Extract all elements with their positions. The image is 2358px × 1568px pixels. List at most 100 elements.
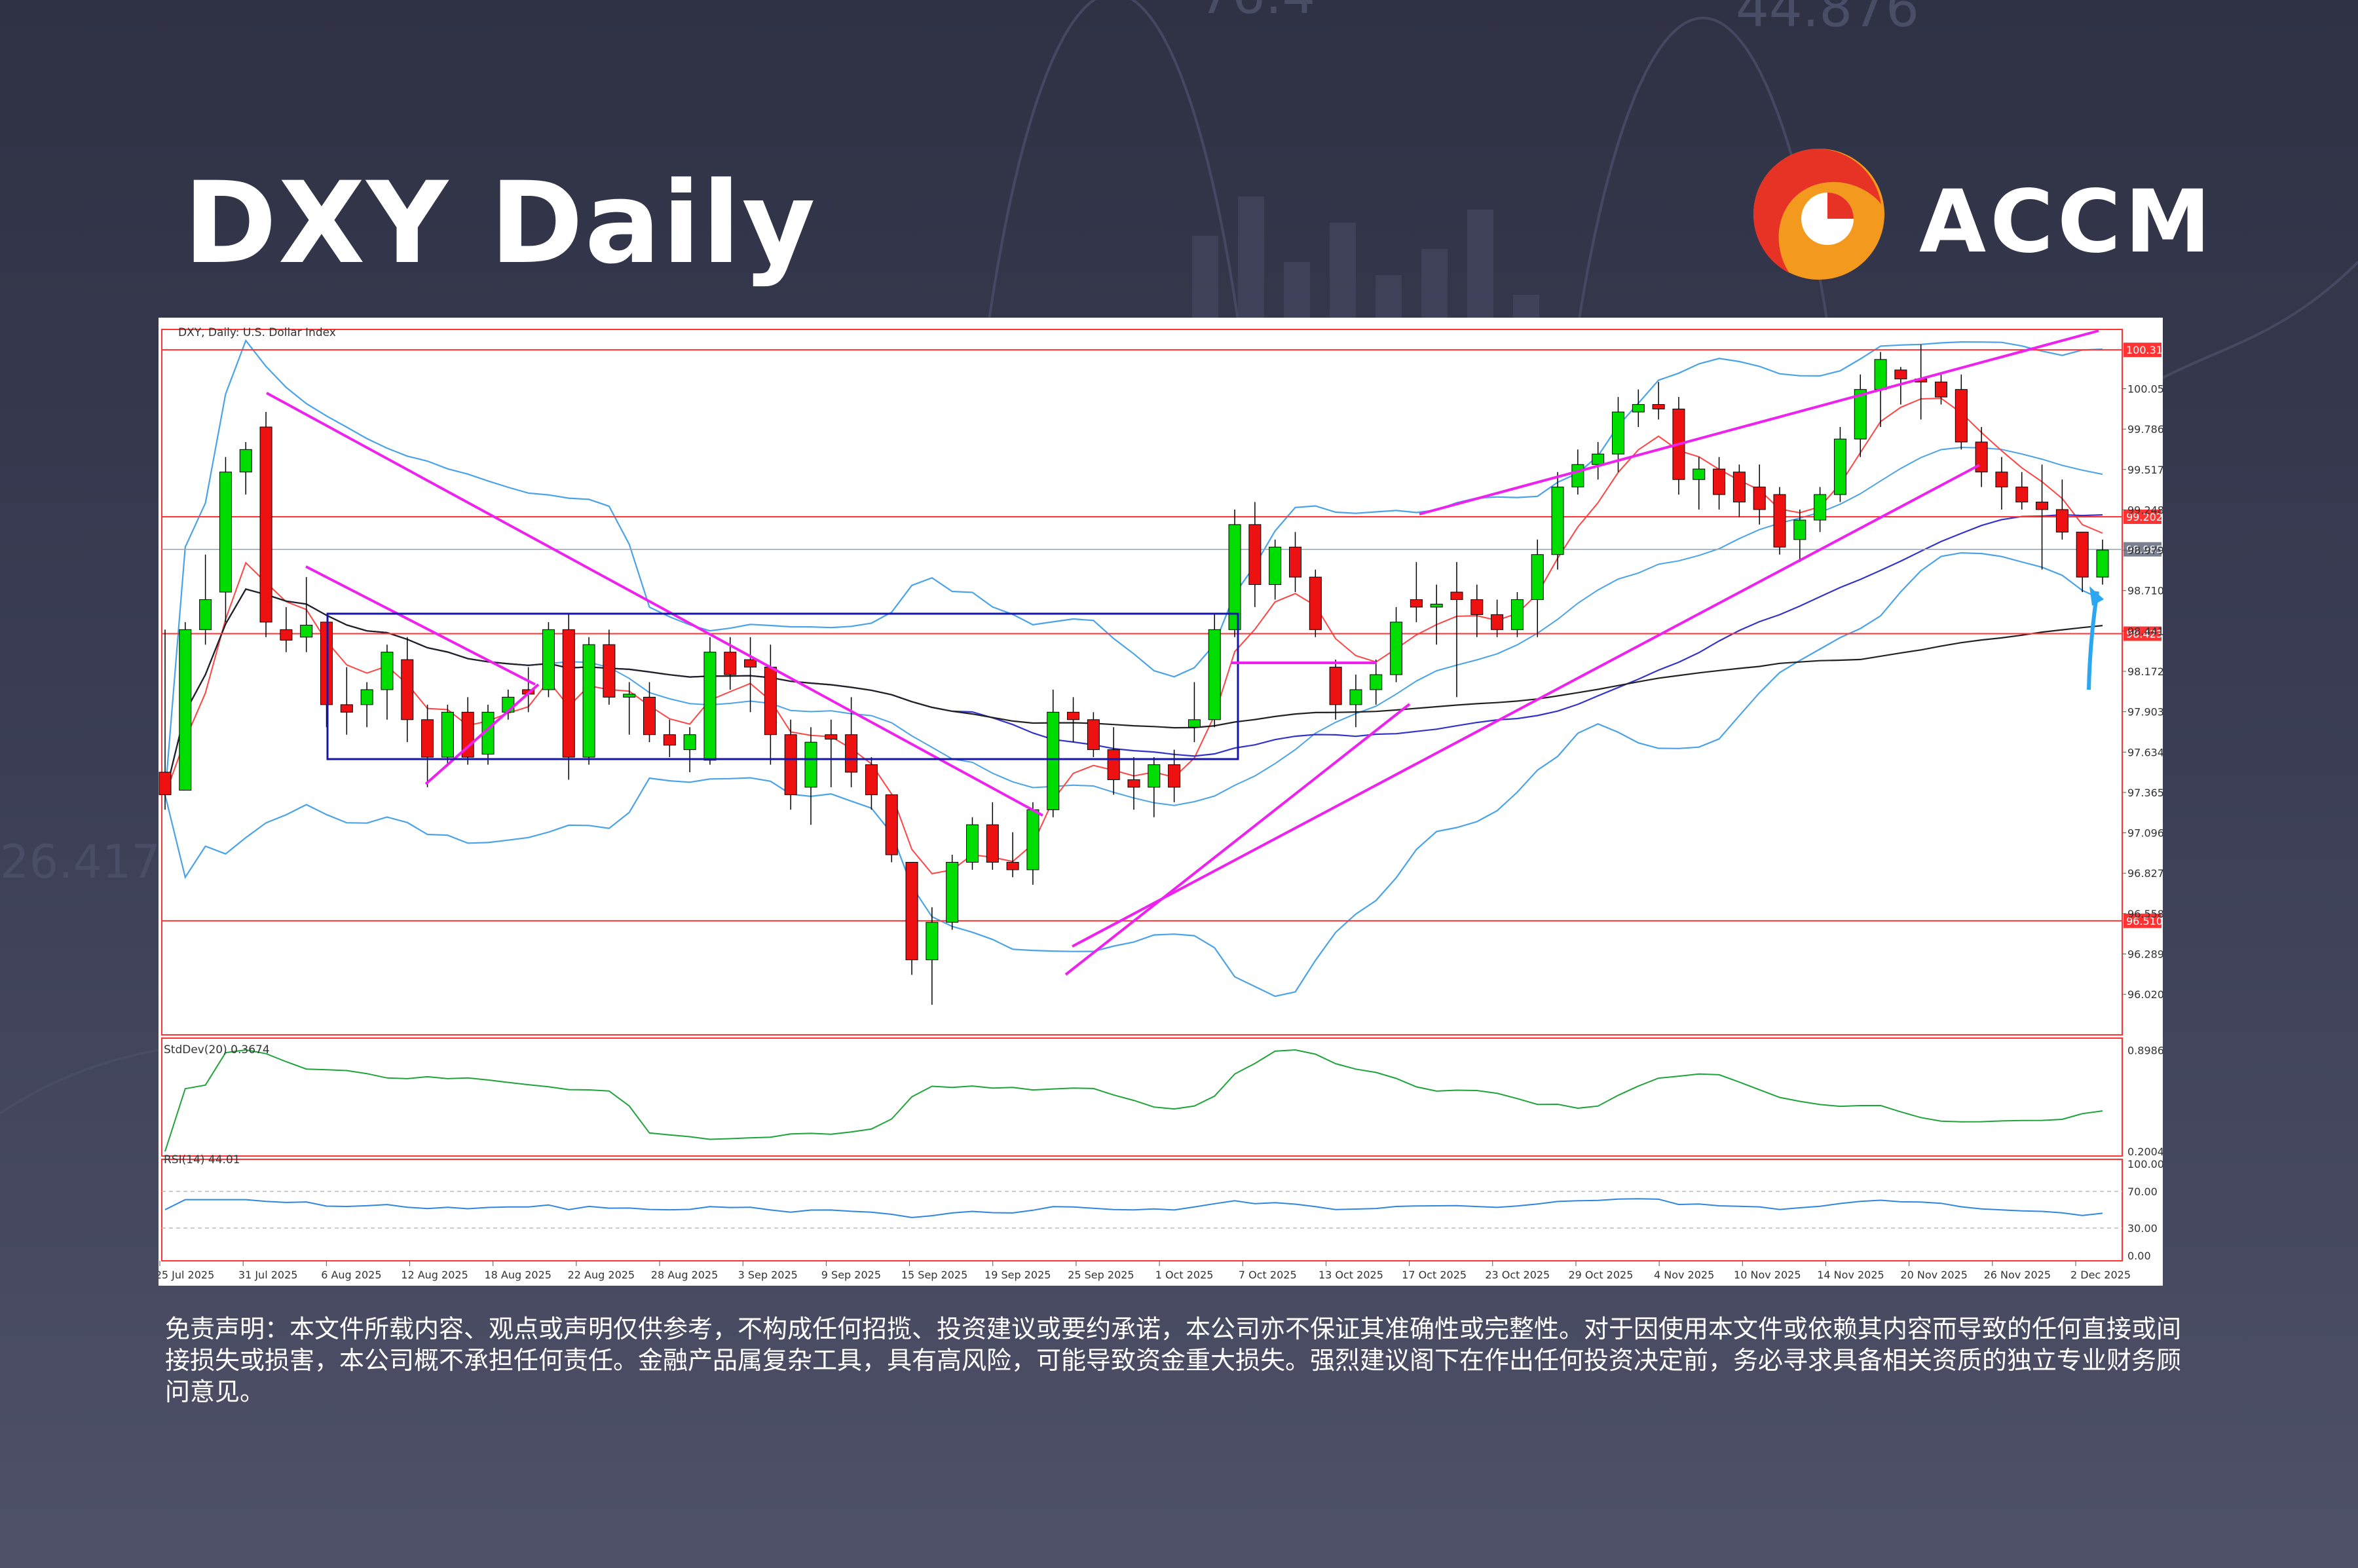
candle-body xyxy=(1833,438,1846,495)
rsi-label: RSI(14) 44.01 xyxy=(164,1153,240,1167)
ma-black-line xyxy=(164,588,2103,795)
x-tick-label: 9 Sep 2025 xyxy=(821,1269,881,1281)
y-tick-label: 97.903 xyxy=(2127,706,2163,719)
candle-body xyxy=(582,644,595,758)
x-tick-label: 29 Oct 2025 xyxy=(1568,1269,1633,1281)
candle-body xyxy=(1551,487,1564,555)
candle-body xyxy=(1329,667,1342,705)
candle-body xyxy=(926,922,939,960)
candle-body xyxy=(1006,861,1019,870)
x-tick-label: 15 Sep 2025 xyxy=(901,1269,967,1281)
candle-body xyxy=(784,734,797,795)
x-tick-label: 13 Oct 2025 xyxy=(1319,1269,1383,1281)
candle-body xyxy=(1047,711,1060,810)
candle-body xyxy=(643,696,656,736)
candle-body xyxy=(1026,809,1039,870)
y-tick-label: 97.096 xyxy=(2127,827,2163,840)
candle-body xyxy=(300,624,313,638)
candle-body xyxy=(2015,487,2029,503)
trendline-up-steep xyxy=(1064,703,1411,976)
candle-body xyxy=(603,644,616,698)
y-tick-label: 98.172 xyxy=(2127,665,2163,678)
rsi-tick-label: 70.00 xyxy=(2127,1185,2158,1198)
y-tick-label: 96.558 xyxy=(2127,908,2163,920)
candle-body xyxy=(683,734,696,751)
candle-body xyxy=(764,667,777,736)
candle-body xyxy=(724,652,737,675)
x-tick-label: 20 Nov 2025 xyxy=(1900,1269,1967,1281)
y-tick-label: 97.365 xyxy=(2127,787,2163,799)
x-tick-label: 1 Oct 2025 xyxy=(1155,1269,1214,1281)
candle-body xyxy=(1612,411,1624,455)
y-tick-label: 96.827 xyxy=(2127,867,2163,880)
candle-body xyxy=(1470,599,1484,615)
candle-body xyxy=(865,764,878,795)
x-tick-label: 12 Aug 2025 xyxy=(401,1269,468,1281)
candle-body xyxy=(1693,468,1706,480)
y-tick-label: 98.441 xyxy=(2127,625,2163,637)
candle-body xyxy=(441,711,454,758)
y-tick-label: 96.020 xyxy=(2127,988,2163,1001)
current-price-label: 98.985 xyxy=(2126,544,2163,556)
rsi-tick-label: 0.00 xyxy=(2127,1250,2151,1262)
x-tick-label: 6 Aug 2025 xyxy=(321,1269,381,1281)
y-tick-label: 100.055 xyxy=(2127,383,2163,396)
stddev-tick-label: 0.8986 xyxy=(2127,1044,2163,1056)
trendline-up-channel-upper xyxy=(1419,329,2099,515)
candle-body xyxy=(1571,464,1584,488)
stddev-line xyxy=(164,1049,2103,1152)
y-tick-label: 98.979 xyxy=(2127,544,2163,557)
level-label-0: 100.314 xyxy=(2126,344,2163,356)
candle-body xyxy=(885,794,898,855)
candle-body xyxy=(219,472,232,593)
candle-body xyxy=(1107,749,1120,780)
disclaimer-text: 免责声明：本文件所载内容、观点或声明仅供参考，不构成任何招揽、投资建议或要约承诺… xyxy=(165,1315,2182,1406)
trendline-up-channel-lower xyxy=(1072,464,1980,948)
candle-body xyxy=(1732,472,1746,503)
candle-body xyxy=(159,772,172,795)
x-tick-label: 4 Nov 2025 xyxy=(1654,1269,1714,1281)
candle-body xyxy=(825,734,838,740)
candle-body xyxy=(663,734,676,746)
candle-body xyxy=(280,629,293,641)
candle-body xyxy=(1390,622,1403,675)
y-tick-label: 96.289 xyxy=(2127,948,2163,960)
x-tick-label: 31 Jul 2025 xyxy=(238,1269,298,1281)
candle-body xyxy=(2076,531,2089,578)
candle-body xyxy=(966,824,979,863)
candle-body xyxy=(421,719,434,758)
candle-body xyxy=(1168,764,1181,788)
candle-body xyxy=(2055,509,2068,532)
candle-body xyxy=(1793,519,1806,540)
trendline-down-1 xyxy=(266,392,1043,817)
consolidation-box xyxy=(326,612,1239,760)
stddev-tick-label: 0.2004 xyxy=(2127,1146,2163,1158)
candle-body xyxy=(360,689,373,705)
candle-body xyxy=(703,652,717,761)
level-tag-0 xyxy=(2124,343,2162,358)
candle-body xyxy=(2036,502,2049,510)
candle-body xyxy=(845,734,858,773)
y-tick-label: 99.248 xyxy=(2127,504,2163,516)
rsi-tick-label: 100.00 xyxy=(2127,1158,2163,1170)
candle-body xyxy=(905,861,918,960)
x-tick-label: 26 Nov 2025 xyxy=(1984,1269,2051,1281)
candle-body xyxy=(259,426,272,623)
level-label-3: 96.510 xyxy=(2126,915,2163,927)
candle-body xyxy=(1067,711,1080,720)
rsi-line xyxy=(164,1198,2103,1218)
stddev-panel-frame xyxy=(161,1037,2123,1157)
up-arrow-head-icon xyxy=(2089,586,2104,606)
level-tag-1 xyxy=(2124,509,2162,524)
candle-body xyxy=(1289,546,1301,578)
y-tick-label: 97.634 xyxy=(2127,746,2163,758)
x-tick-label: 23 Oct 2025 xyxy=(1485,1269,1550,1281)
candle-body xyxy=(804,741,817,788)
trendline-support-small xyxy=(424,683,540,785)
x-tick-label: 2 Dec 2025 xyxy=(2070,1269,2131,1281)
bg-number-3: 26.417 xyxy=(0,835,160,889)
candle-body xyxy=(1148,764,1161,788)
candle-body xyxy=(986,824,999,863)
dxy-chart: 100.314 99.202 98.423 96.510 98.985 100.055 9… xyxy=(159,318,2163,1286)
candle-body xyxy=(562,629,575,758)
